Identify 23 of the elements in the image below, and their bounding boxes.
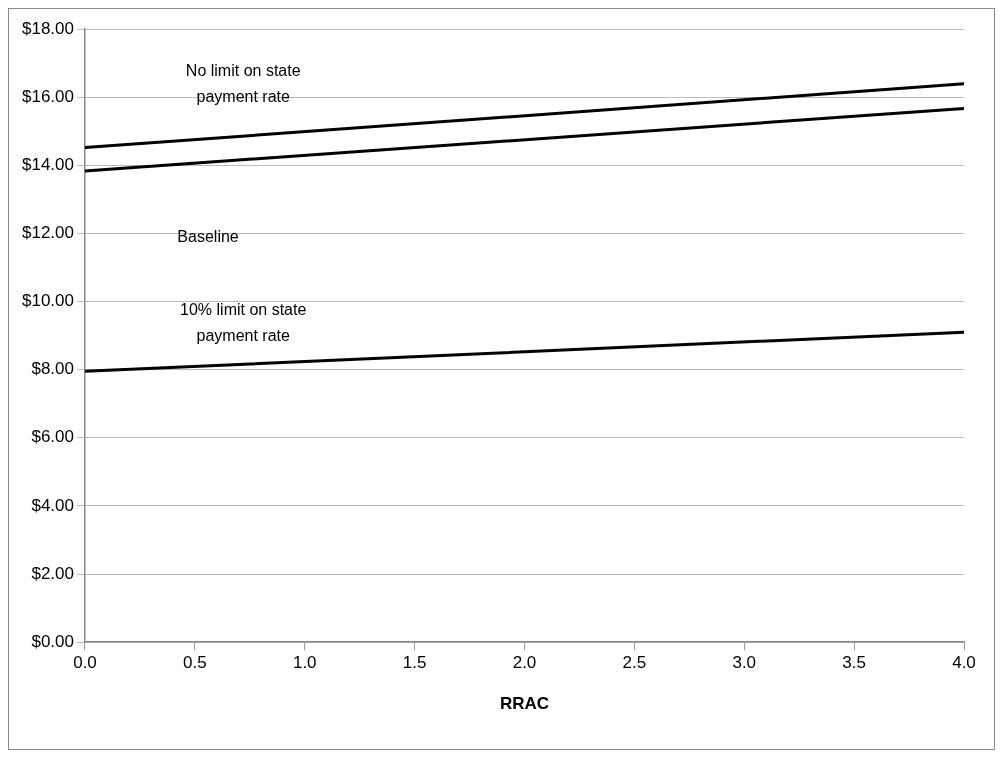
x-tick-label: 2.0 [512,653,537,673]
x-tick-label: 0.5 [183,653,207,673]
y-tick-label: $0.00 [31,631,74,651]
y-tick-label: $4.00 [31,495,74,515]
annotation: 10% limit on state payment rate [180,300,307,344]
x-tick-label: 3.0 [732,653,757,673]
y-tick-label: $14.00 [22,154,74,174]
y-tick-label: $12.00 [22,223,74,243]
x-tick-label: 0.0 [73,653,97,673]
x-axis-title: RRAC [499,694,550,714]
annotation: Baseline [177,227,239,245]
x-tick-label: 2.5 [622,653,647,673]
annotation: No limit on state payment rate [185,61,301,105]
y-tick-label: $8.00 [31,359,74,379]
x-tick-label: 4.0 [952,653,976,673]
y-tick-label: $10.00 [22,291,74,311]
x-tick-label: 1.5 [402,653,427,673]
x-tick-label: 1.0 [292,653,317,673]
y-tick-label: $18.00 [22,18,74,38]
y-tick-label: $2.00 [31,563,74,583]
y-tick-label: $6.00 [31,427,74,447]
y-tick-label: $16.00 [22,86,74,106]
x-tick-label: 3.5 [842,653,866,673]
